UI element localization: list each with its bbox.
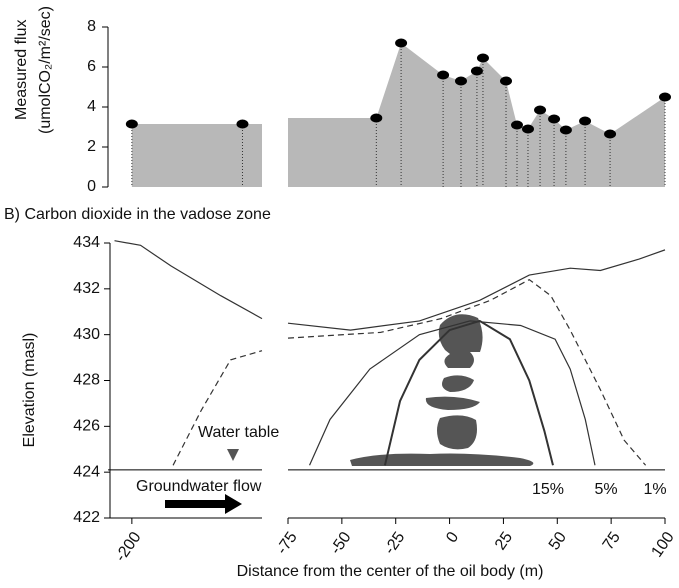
y-tick-label: 426 <box>73 418 100 435</box>
x-axis-label: Distance from the center of the oil body… <box>237 563 544 580</box>
flux-point <box>236 119 249 129</box>
flux-point <box>476 53 489 63</box>
y-tick-label: 432 <box>73 280 100 297</box>
flux-point <box>521 124 534 134</box>
x-tick-label: -50 <box>327 529 354 558</box>
x-tick-label: 25 <box>492 529 516 553</box>
x-tick-label: -200 <box>112 529 144 565</box>
flux-point <box>125 119 138 129</box>
y-axis-label: Elevation (masl) <box>21 333 38 448</box>
water-table-marker <box>227 449 239 461</box>
y-tick-label: 0 <box>87 178 96 195</box>
flux-point <box>548 114 561 124</box>
flux-point <box>500 76 513 86</box>
y-axis-label: Measured flux <box>13 20 30 121</box>
x-tick-label: 100 <box>648 529 677 561</box>
flux-point <box>470 66 483 76</box>
y-tick-label: 434 <box>73 234 100 251</box>
flux-area <box>288 43 665 187</box>
x-tick-label: 0 <box>443 529 462 546</box>
annotation: Water table <box>198 424 279 441</box>
y-axis-label: (umolCO₂/m²/sec) <box>37 6 54 134</box>
flux-point <box>534 105 547 115</box>
annotation: Groundwater flow <box>136 478 262 495</box>
y-tick-label: 2 <box>87 138 96 155</box>
y-tick-label: 4 <box>87 98 96 115</box>
x-tick-label: 75 <box>600 529 624 553</box>
y-tick-label: 430 <box>73 326 100 343</box>
y-tick-label: 424 <box>73 463 100 480</box>
y-tick-label: 6 <box>87 58 96 75</box>
contour-line <box>172 350 263 466</box>
flux-point <box>604 129 617 139</box>
flux-point <box>370 113 383 123</box>
x-tick-label: 50 <box>546 529 570 553</box>
flux-area <box>131 124 262 187</box>
oil-body <box>350 314 534 466</box>
annotation: 15% <box>532 481 564 498</box>
panel-title: B) Carbon dioxide in the vadose zone <box>4 206 271 223</box>
flux-point <box>454 76 467 86</box>
flux-point <box>659 92 671 102</box>
flux-point <box>511 120 524 130</box>
flux-point <box>395 38 408 48</box>
x-tick-label: -25 <box>381 529 408 558</box>
contour-line <box>287 278 647 466</box>
y-tick-label: 428 <box>73 372 100 389</box>
annotation: 5% <box>594 481 617 498</box>
y-tick-label: 422 <box>73 509 100 526</box>
contour-line <box>287 249 666 331</box>
flux-point <box>437 70 450 80</box>
flux-point <box>579 116 592 126</box>
contour-line <box>114 240 263 320</box>
x-tick-label: -75 <box>274 529 301 558</box>
contour-line <box>383 319 554 466</box>
flux-point <box>559 125 572 135</box>
flow-arrow <box>165 494 242 514</box>
y-tick-label: 8 <box>87 18 96 35</box>
annotation: 1% <box>643 481 666 498</box>
contour-line <box>308 320 596 466</box>
